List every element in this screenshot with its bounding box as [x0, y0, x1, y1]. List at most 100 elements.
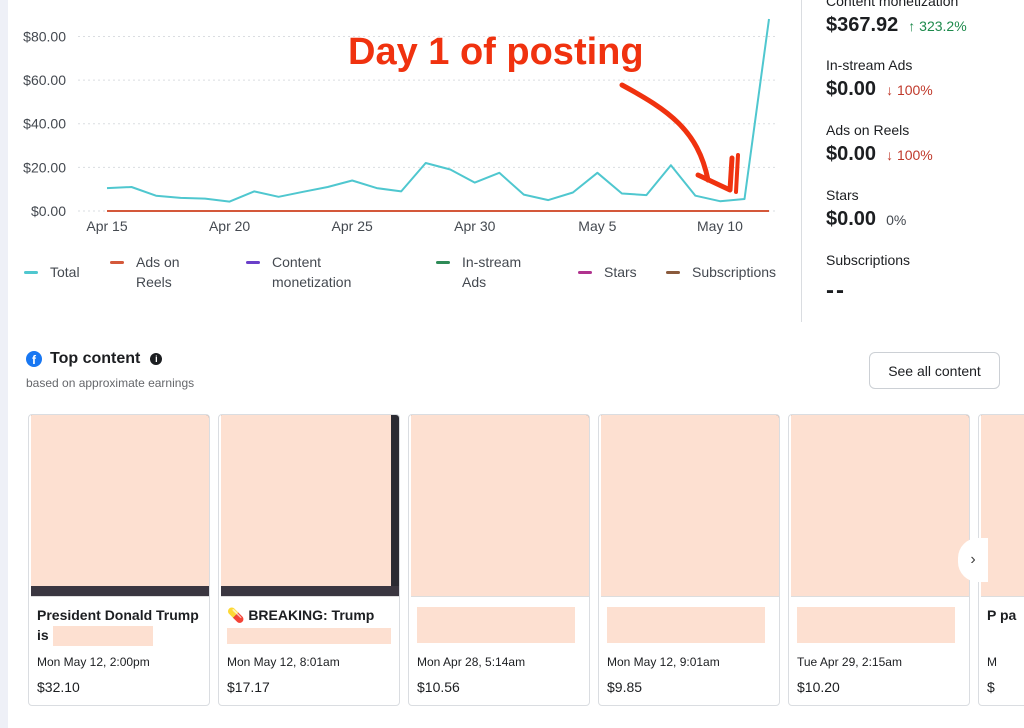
content-title: P pa [987, 607, 1017, 623]
earnings-line-chart: $0.00$20.00$40.00$60.00$80.00 Apr 15 Apr … [23, 18, 778, 234]
metric-in-stream-ads: In-stream Ads $0.00 ↓ 100% [826, 56, 933, 101]
content-thumbnail [221, 415, 399, 597]
legend-item-subscriptions[interactable]: Subscriptions [666, 262, 806, 282]
top-content-header: f Top content i [26, 350, 163, 368]
redacted-text [227, 628, 391, 645]
content-title [797, 605, 965, 643]
legend-label: Total [50, 264, 80, 280]
content-thumbnail [791, 415, 969, 597]
content-title: 💊 BREAKING: Trump [227, 605, 395, 645]
legend-item-stars[interactable]: Stars [578, 262, 658, 282]
metric-change: ↓ 100% [886, 82, 933, 98]
legend-label: Ads on Reels [136, 254, 180, 290]
x-tick-label: May 10 [697, 218, 743, 234]
y-tick-label: $20.00 [23, 159, 66, 175]
content-thumbnail [31, 415, 209, 597]
metric-value: $0.00 [826, 78, 877, 100]
metric-label: Content monetization [826, 0, 959, 9]
legend-item-ads-on-reels[interactable]: Ads on Reels [110, 252, 220, 292]
content-earnings: $10.20 [797, 679, 840, 695]
chart-legend: Total Ads on Reels Content monetization … [8, 252, 808, 302]
metric-value: $367.92 [826, 14, 899, 36]
content-card[interactable]: Mon Apr 28, 5:14am $10.56 [408, 414, 590, 706]
legend-swatch-ads-on-reels [110, 261, 124, 264]
x-tick-label: Apr 15 [86, 218, 127, 234]
legend-label: Content monetization [272, 254, 352, 290]
chevron-right-icon[interactable]: › [958, 538, 988, 582]
legend-label: Stars [604, 264, 637, 280]
redacted-text [52, 626, 153, 647]
x-tick-label: Apr 30 [454, 218, 495, 234]
info-icon[interactable]: i [150, 353, 163, 365]
x-tick-label: May 5 [578, 218, 616, 234]
content-earnings: $32.10 [37, 679, 80, 695]
metric-value: -- [826, 277, 846, 304]
see-all-content-button[interactable]: See all content [869, 352, 1000, 389]
legend-swatch-in-stream-ads [436, 261, 450, 264]
content-thumbnail [981, 415, 1024, 597]
annotation-layer: Day 1 of posting [348, 31, 740, 194]
metric-change: ↑ 323.2% [908, 18, 967, 34]
metric-value: $0.00 [826, 208, 877, 230]
content-card[interactable]: Mon May 12, 9:01am $9.85 [598, 414, 780, 706]
annotation-arrow [619, 82, 711, 183]
content-title: President Donald Trump is [37, 605, 205, 647]
legend-label: In-stream Ads [462, 254, 522, 290]
legend-item-in-stream-ads[interactable]: In-stream Ads [436, 252, 546, 292]
metric-subscriptions: Subscriptions -- [826, 251, 910, 305]
legend-label: Subscriptions [692, 264, 777, 280]
content-date: Mon Apr 28, 5:14am [417, 655, 526, 669]
redacted-text [797, 607, 955, 643]
metric-change: 0% [886, 212, 907, 228]
content-card[interactable]: Tue Apr 29, 2:15am $10.20 [788, 414, 970, 706]
top-content-title: Top content [50, 350, 141, 367]
y-tick-label: $80.00 [23, 28, 66, 44]
legend-item-content-monetization[interactable]: Content monetization [246, 252, 396, 292]
series-layer [106, 18, 770, 212]
legend-swatch-total [24, 271, 38, 274]
y-tick-label: $40.00 [23, 116, 66, 132]
content-title [607, 605, 775, 643]
content-card[interactable]: President Donald Trump is Mon May 12, 2:… [28, 414, 210, 706]
content-earnings: $ [987, 679, 995, 695]
metric-label: Stars [826, 187, 859, 203]
y-axis: $0.00 $20.00 $40.00 $60.00 $80.00 [23, 28, 778, 219]
series-line-total[interactable] [106, 18, 770, 203]
panel-divider [801, 0, 802, 322]
facebook-icon: f [26, 351, 42, 367]
y-tick-label: $0.00 [31, 203, 66, 219]
redacted-text [607, 607, 765, 643]
metric-label: Ads on Reels [826, 122, 910, 138]
legend-swatch-stars [578, 271, 592, 274]
content-card[interactable]: 💊 BREAKING: Trump Mon May 12, 8:01am $17… [218, 414, 400, 706]
redacted-text [417, 607, 575, 643]
content-title [417, 605, 585, 643]
content-thumbnail [601, 415, 779, 597]
legend-item-total[interactable]: Total [24, 262, 104, 282]
metric-stars: Stars $0.00 0% [826, 186, 906, 231]
legend-swatch-subscriptions [666, 271, 680, 274]
monetization-page: $0.00 $20.00 $40.00 $60.00 $80.00 Apr 15 Apr … [8, 0, 1024, 728]
content-date: Mon May 12, 9:01am [607, 655, 720, 669]
content-date: Mon May 12, 2:00pm [37, 655, 150, 669]
metric-label: In-stream Ads [826, 57, 913, 73]
content-earnings: $10.56 [417, 679, 460, 695]
metric-ads-on-reels: Ads on Reels $0.00 ↓ 100% [826, 121, 933, 166]
content-date: M [987, 655, 997, 669]
annotation-arrowhead [695, 155, 735, 193]
content-date: Tue Apr 29, 2:15am [797, 655, 902, 669]
content-earnings: $17.17 [227, 679, 270, 695]
y-tick-label: $60.00 [23, 72, 66, 88]
x-axis: Apr 15 Apr 20 Apr 25 Apr 30 May 5 May 10 [86, 218, 743, 234]
x-tick-label: Apr 20 [209, 218, 250, 234]
metric-value: $0.00 [826, 143, 877, 165]
annotation-arrow-tick [734, 153, 740, 194]
metric-change: ↓ 100% [886, 147, 933, 163]
metric-content-monetization: Content monetization $367.92 ↑ 323.2% [826, 0, 967, 37]
content-date: Mon May 12, 8:01am [227, 655, 340, 669]
top-content-subtitle: based on approximate earnings [26, 376, 195, 390]
metric-label: Subscriptions [826, 252, 911, 268]
x-tick-label: Apr 25 [332, 218, 373, 234]
content-thumbnail [411, 415, 589, 597]
content-earnings: $9.85 [607, 679, 643, 695]
